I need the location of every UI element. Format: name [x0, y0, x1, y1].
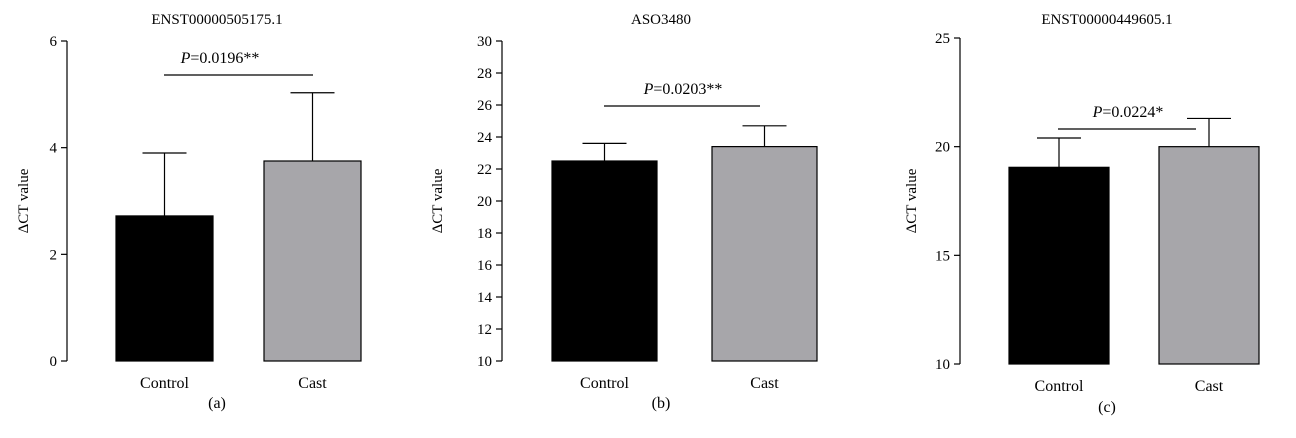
bar-cast — [1158, 146, 1260, 365]
y-tick-label: 4 — [50, 141, 58, 157]
y-axis-label: ΔCT value — [16, 168, 32, 233]
x-tick-label: Control — [140, 375, 189, 392]
p-value-label: P=0.0196** — [180, 50, 260, 67]
panel-label: (c) — [1098, 399, 1116, 416]
y-tick-label: 18 — [477, 226, 492, 242]
x-tick-label: Cast — [1195, 378, 1224, 395]
bar-control — [551, 160, 658, 362]
chart-panel-c: ENST00000449605.1 10 15 20 25 ΔCT value Contro… — [904, 12, 1260, 416]
x-tick-label: Cast — [750, 375, 779, 392]
bar-control — [115, 215, 214, 362]
x-tick-label: Control — [580, 375, 629, 392]
y-tick-label: 2 — [50, 247, 58, 263]
y-axis-label: ΔCT value — [904, 168, 920, 233]
y-tick-label: 0 — [50, 354, 58, 370]
y-tick-label: 24 — [477, 130, 493, 146]
chart-title: ASO3480 — [631, 12, 691, 28]
bar-cast — [711, 146, 818, 362]
x-tick-label: Cast — [298, 375, 327, 392]
p-value-label: P=0.0203** — [643, 81, 723, 98]
y-tick-label: 10 — [935, 357, 950, 373]
chart-panel-b: ASO3480 10 12 14 16 18 20 22 24 26 28 30 ΔCT value Co… — [430, 12, 818, 412]
panel-label: (b) — [652, 395, 671, 412]
y-axis-label: ΔCT value — [430, 168, 446, 233]
y-tick-label: 12 — [477, 322, 492, 338]
y-tick-label: 6 — [50, 34, 58, 50]
y-tick-label: 26 — [477, 98, 493, 114]
y-tick-label: 10 — [477, 354, 492, 370]
chart-title: ENST00000449605.1 — [1041, 12, 1172, 28]
y-tick-label: 30 — [477, 34, 492, 50]
chart-title: ENST00000505175.1 — [151, 12, 282, 28]
y-tick-label: 20 — [477, 194, 492, 210]
y-tick-label: 16 — [477, 258, 493, 274]
p-value-label: P=0.0224* — [1092, 104, 1164, 121]
panel-label: (a) — [208, 395, 226, 412]
y-tick-label: 25 — [935, 31, 950, 47]
bar-control — [1008, 166, 1110, 365]
x-tick-label: Control — [1035, 378, 1084, 395]
y-tick-label: 14 — [477, 290, 493, 306]
y-tick-label: 22 — [477, 162, 492, 178]
chart-panel-a: ENST00000505175.1 0 2 4 6 ΔCT value Control Cas… — [16, 12, 362, 412]
bar-cast — [263, 160, 362, 362]
y-tick-label: 15 — [935, 248, 950, 264]
y-tick-label: 28 — [477, 66, 492, 82]
y-tick-label: 20 — [935, 140, 950, 156]
